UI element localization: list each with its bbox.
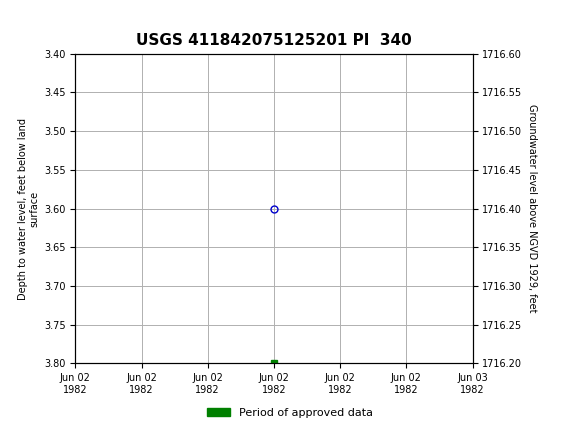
Legend: Period of approved data: Period of approved data (203, 403, 377, 422)
Title: USGS 411842075125201 PI  340: USGS 411842075125201 PI 340 (136, 34, 412, 49)
Text: ≋ USGS: ≋ USGS (5, 10, 70, 25)
Y-axis label: Groundwater level above NGVD 1929, feet: Groundwater level above NGVD 1929, feet (527, 104, 536, 313)
Y-axis label: Depth to water level, feet below land
surface: Depth to water level, feet below land su… (19, 117, 40, 300)
